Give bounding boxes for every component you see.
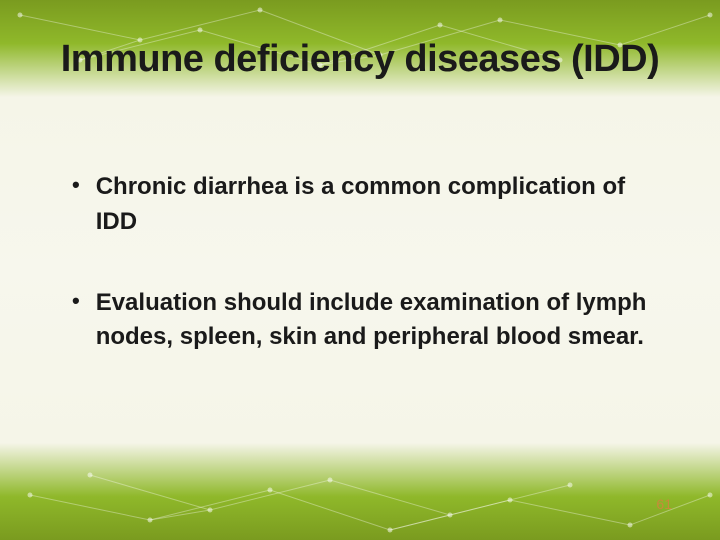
- page-number: 61: [656, 496, 672, 512]
- bullet-icon: •: [72, 288, 80, 314]
- body-area: • Chronic diarrhea is a common complicat…: [72, 170, 660, 401]
- slide: Immune deficiency diseases (IDD) • Chron…: [0, 0, 720, 540]
- slide-title: Immune deficiency diseases (IDD): [30, 38, 690, 82]
- list-item: • Evaluation should include examination …: [72, 286, 660, 356]
- list-item: • Chronic diarrhea is a common complicat…: [72, 170, 660, 240]
- title-area: Immune deficiency diseases (IDD): [30, 38, 690, 82]
- bullet-text: Chronic diarrhea is a common complicatio…: [96, 170, 660, 240]
- bullet-text: Evaluation should include examination of…: [96, 286, 660, 356]
- bullet-icon: •: [72, 172, 80, 198]
